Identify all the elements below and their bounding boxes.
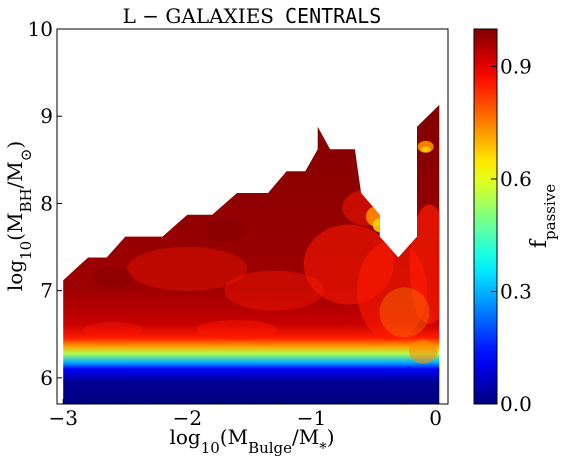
field-blob [196,319,277,340]
y-tick-label: 10 [28,17,53,41]
field-blob [204,217,245,242]
x-tick-label: −2 [173,406,202,430]
y-tick-label: 6 [40,366,53,390]
colorbar-tick-label: 0.6 [500,167,532,191]
x-axis-label: log10(MBulge/M*) [169,425,334,457]
plot-area [63,104,440,404]
field-blob [82,321,143,338]
y-tick-label: 7 [40,279,53,303]
x-tick-label: −3 [48,406,77,430]
x-tick-label: −1 [297,406,326,430]
colorbar-tick-label: 0.9 [500,55,532,79]
colorbar-tick-label: 0.3 [500,280,532,304]
title-prefix: L − GALAXIES [123,4,274,28]
field-blob [92,267,133,288]
title-suffix: CENTRALS [285,4,381,28]
chart-title: L − GALAXIES CENTRALS [123,4,382,28]
colorbar-label: fpassive [527,184,559,248]
field-blob [127,246,248,291]
colorbar-tick-label: 0.0 [500,392,532,416]
field-blob [409,339,438,364]
field-base [63,104,440,404]
colorbar-ticks: 0.0 0.3 0.6 0.9 [491,55,532,416]
field-blob [224,270,325,311]
colorbar [474,29,497,404]
x-axis: −3 −2 −1 0 [48,399,442,430]
y-axis-label: log10(MBH/M⊙) [3,141,35,291]
field-blob [379,287,430,338]
data-field [63,104,440,404]
field-blob [372,218,387,233]
x-tick-label: 0 [429,406,442,430]
colorbar-frame [473,28,498,405]
y-tick-label: 8 [40,191,53,215]
y-tick-label: 9 [40,104,53,128]
plot-frame [56,28,449,405]
y-axis: 6 7 8 9 10 [28,17,62,390]
field-blob [420,146,431,153]
field-blob [409,204,440,325]
